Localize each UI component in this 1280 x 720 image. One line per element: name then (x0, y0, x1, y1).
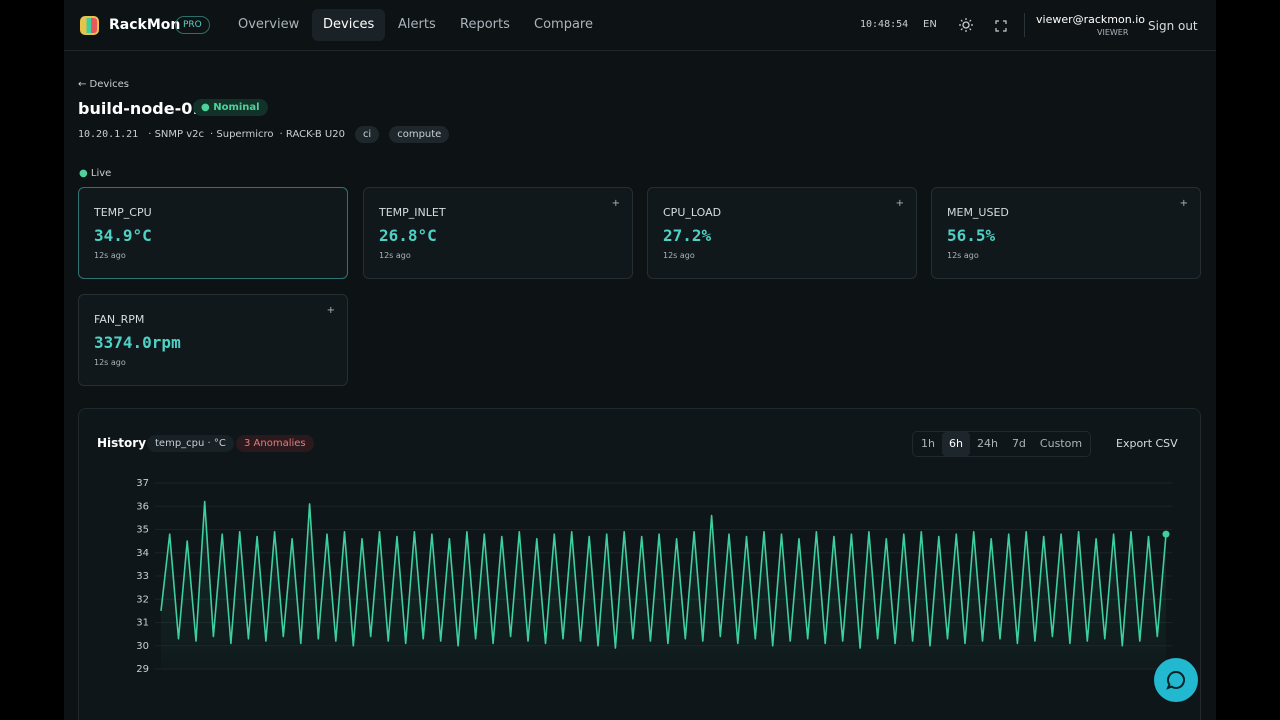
brand: RackMon (109, 17, 181, 33)
back-link[interactable]: ← Devices (78, 79, 129, 90)
history-panel: History temp_cpu · °C 3 Anomalies 1h 6h 24… (78, 408, 1201, 720)
chart-title: History (97, 436, 147, 450)
user-role: VIEWER (1097, 28, 1129, 37)
clock: 10:48:54 (860, 19, 909, 30)
metric-name: FAN_RPM (94, 313, 145, 326)
range-option[interactable]: Custom (1039, 437, 1083, 450)
nav-link[interactable]: Overview (238, 17, 300, 32)
y-tick-label: 37 (136, 478, 149, 489)
fullscreen[interactable] (995, 20, 1007, 32)
metric-name: MEM_USED (947, 206, 1009, 219)
range-option[interactable]: 1h (921, 437, 935, 450)
range-option[interactable]: 24h (976, 437, 998, 450)
meta-item: · RACK-B U20 (279, 128, 345, 140)
metric-value: 26.8°C (379, 226, 437, 245)
range-option[interactable]: 7d (1011, 437, 1026, 450)
metric-card[interactable]: MEM_USED 56.5% 12s ago + (931, 187, 1201, 279)
live-indicator: ● Live (79, 168, 112, 179)
export-button[interactable]: Export CSV (1116, 437, 1178, 450)
metric-age: 12s ago (663, 251, 695, 260)
nav-link[interactable]: Reports (460, 17, 510, 32)
top-nav: RackMon PRO Overview Devices Alerts Reports… (64, 0, 1216, 51)
pin-button[interactable]: + (611, 198, 620, 209)
live-text: Live (90, 168, 112, 179)
last-point (1162, 530, 1170, 538)
anomaly-badge: 3 Anomalies (236, 435, 314, 452)
meta-item: · SNMP v2c (148, 128, 205, 140)
device-meta: 10.20.1.21 · SNMP v2c · Supermicro · RACK-… (78, 124, 450, 144)
metric-age: 12s ago (94, 251, 126, 260)
metric-value: 27.2% (663, 226, 712, 245)
metric-card[interactable]: TEMP_CPU 34.9°C 12s ago (78, 187, 348, 279)
metric-card[interactable]: TEMP_INLET 26.8°C 12s ago + (363, 187, 633, 279)
device-name: build-node-01 (78, 99, 204, 118)
y-tick-label: 31 (136, 618, 149, 629)
app: RackMon PRO Overview Devices Alerts Reports… (64, 0, 1216, 720)
metric-value: 3374.0rpm (94, 333, 181, 352)
theme-toggle[interactable] (959, 18, 973, 32)
pin-button[interactable]: + (326, 305, 335, 316)
metric-name: CPU_LOAD (663, 206, 722, 219)
metric-value: 34.9°C (94, 226, 152, 245)
y-tick-label: 33 (136, 571, 149, 582)
metric-age: 12s ago (94, 358, 126, 367)
metric-card[interactable]: FAN_RPM 3374.0rpm 12s ago + (78, 294, 348, 386)
nav-link[interactable]: Alerts (398, 17, 436, 32)
sign-out[interactable]: Sign out (1148, 19, 1198, 33)
status-badge: ● Nominal (193, 99, 268, 116)
y-tick-label: 32 (136, 594, 149, 605)
plan-badge: PRO (175, 16, 210, 34)
line-area (161, 501, 1166, 669)
chat-button[interactable] (1154, 658, 1198, 702)
line (160, 500, 1167, 649)
user-email: viewer@rackmon.io (1036, 13, 1146, 26)
history-chart: 29 30 31 32 33 34 35 36 37 (136, 478, 1172, 675)
pin-button[interactable]: + (895, 198, 904, 209)
pin-button[interactable]: + (1179, 198, 1188, 209)
ip: 10.20.1.21 (78, 128, 139, 140)
y-tick-label: 30 (136, 641, 149, 652)
metric-age: 12s ago (379, 251, 411, 260)
range-selector: 1h 6h 24h 7d Custom (912, 431, 1092, 457)
tag: compute (389, 125, 450, 143)
logo (80, 16, 99, 35)
metric-card[interactable]: CPU_LOAD 27.2% 12s ago + (647, 187, 917, 279)
chat-icon (1166, 670, 1185, 690)
metric-value: 56.5% (947, 226, 996, 245)
metric-name: TEMP_INLET (379, 206, 446, 219)
metric-name: TEMP_CPU (94, 206, 152, 219)
tag: ci (354, 125, 380, 143)
status-text: Nominal (213, 102, 260, 113)
y-tick-label: 29 (136, 664, 149, 675)
y-tick-label: 36 (136, 501, 149, 512)
y-tick-label: 35 (136, 525, 149, 536)
range-option[interactable]: 6h (941, 432, 970, 456)
nav-link[interactable]: Compare (534, 17, 593, 32)
y-tick-label: 34 (136, 548, 149, 559)
meta-item: · Supermicro (210, 128, 274, 140)
metric-age: 12s ago (947, 251, 979, 260)
nav-link[interactable]: Devices (312, 9, 386, 41)
lang[interactable]: EN (923, 19, 937, 30)
metric-badge: temp_cpu · °C (147, 435, 234, 452)
